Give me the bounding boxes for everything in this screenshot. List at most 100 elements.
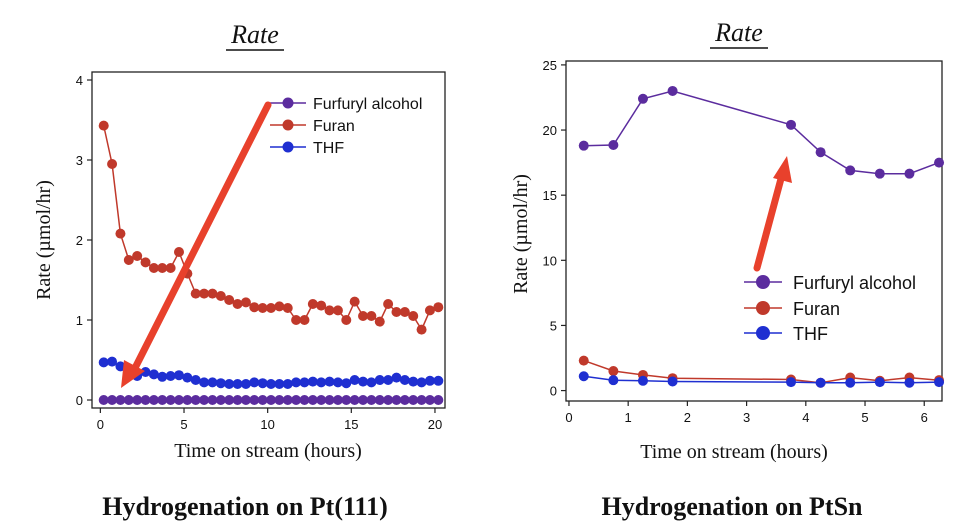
data-point-thf [366,377,377,388]
data-point-thf [637,375,648,386]
data-point-furan [578,355,589,366]
data-point-furan [424,305,435,316]
data-point-furan [282,303,293,313]
chart-right-xlabel: Time on stream (hours) [640,441,828,463]
y-tick-label: 2 [76,233,83,248]
data-point-thf [274,379,285,389]
chart-left-legend: Furfuryl alcohol Furan THF [270,96,422,157]
data-point-furan [115,228,126,239]
legend-left-furan: Furan [313,118,355,135]
data-point-thf [157,371,168,382]
y-tick-label: 0 [76,393,83,408]
chart-left-title: Rate [230,20,279,49]
chart-left-ylabel: Rate (µmol/hr) [33,180,55,300]
data-point-furfuryl-alcohol [257,395,268,405]
data-point-thf [391,372,402,383]
chart-left-xlabel: Time on stream (hours) [174,440,362,462]
data-point-furfuryl-alcohol [173,395,184,405]
data-point-furan [132,251,143,261]
data-point-furfuryl-alcohol [845,165,856,176]
data-point-furfuryl-alcohol [324,395,335,405]
data-point-thf [165,371,176,381]
data-point-thf [608,375,619,386]
data-point-furfuryl-alcohol [282,395,293,405]
data-point-furfuryl-alcohol [366,395,377,405]
chart-left-caption: Hydrogenation on Pt(111) [102,492,388,521]
data-point-thf [140,367,151,377]
chart-right: Rate Rate (µmol/hr) Time on stream (hour… [510,18,945,521]
data-point-furan [399,307,410,317]
data-point-thf [115,361,126,372]
data-point-furfuryl-alcohol [332,395,343,405]
data-point-furfuryl-alcohol [98,395,109,405]
data-point-thf [207,377,218,388]
data-point-furan [98,120,109,131]
data-point-thf [433,375,444,386]
data-point-thf [399,375,410,385]
data-point-furfuryl-alcohol [578,140,589,151]
x-tick-label: 0 [97,417,104,432]
legend-marker-furan [282,119,294,131]
series-line-furan [583,359,940,384]
data-point-furan [324,305,335,316]
chart-left-plot-frame [91,71,446,409]
chart-left-series [98,120,444,405]
data-point-furan [165,263,176,273]
data-point-thf [786,377,797,388]
data-point-furan [190,288,201,299]
data-point-furan [123,255,134,265]
x-tick-label: 6 [921,410,928,425]
data-point-furan [341,315,352,325]
data-point-furan [224,295,235,305]
y-tick-label: 25 [543,58,557,73]
data-point-furan [173,247,184,257]
data-point-furfuryl-alcohol [667,85,678,96]
data-point-furfuryl-alcohol [207,395,218,405]
data-point-furan [608,366,619,377]
data-point-furfuryl-alcohol [358,395,369,405]
data-point-furfuryl-alcohol [874,168,885,179]
data-point-furan [274,301,285,312]
data-point-furfuryl-alcohol [182,395,193,405]
data-point-furan [299,315,310,325]
data-point-furan [266,303,277,313]
data-point-furan [157,263,168,273]
data-point-furfuryl-alcohol [224,395,235,405]
data-point-furfuryl-alcohol [374,395,385,405]
data-point-furfuryl-alcohol [140,395,151,405]
data-point-furan [199,288,210,299]
legend-marker-furan [756,301,770,315]
data-point-thf [148,369,159,380]
data-point-thf [190,375,201,385]
data-point-thf [904,377,915,388]
data-point-furan [408,311,419,321]
series-line-thf [583,375,940,384]
x-tick-label: 10 [260,417,274,432]
data-point-thf [815,377,826,388]
data-point-furan [148,263,159,273]
data-point-thf [199,377,210,388]
data-point-thf [224,379,235,389]
data-point-thf [266,379,277,389]
data-point-thf [408,376,419,387]
chart-right-caption: Hydrogenation on PtSn [601,492,863,521]
data-point-furan [140,257,151,268]
series-line-furfuryl-alcohol [583,90,940,175]
data-point-furfuryl-alcohol [637,93,648,104]
data-point-furfuryl-alcohol [132,395,143,405]
chart-right-ylabel: Rate (µmol/hr) [510,174,532,294]
data-point-thf [424,375,435,386]
data-point-thf [107,356,118,367]
data-point-furfuryl-alcohol [341,395,352,405]
legend-left-thf: THF [313,140,344,157]
data-point-furfuryl-alcohol [274,395,285,405]
data-point-thf [667,376,678,387]
chart-right-series [578,85,945,388]
data-point-thf [249,377,260,388]
data-point-furfuryl-alcohol [190,395,201,405]
data-point-furan [215,291,226,301]
data-point-furan [383,299,394,309]
data-point-thf [215,378,226,389]
data-point-furfuryl-alcohol [157,395,168,405]
